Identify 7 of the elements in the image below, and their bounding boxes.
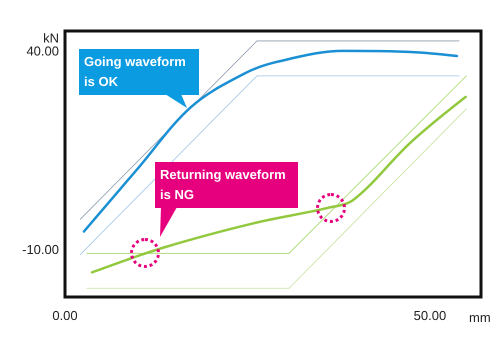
y-tick-label: -10.00 [22, 242, 59, 257]
x-tick-label: 0.00 [52, 308, 78, 323]
x-tick-label: 50.00 [414, 308, 446, 323]
y-axis-title: kN [43, 30, 59, 46]
x-axis-title: mm [469, 310, 491, 325]
y-tick-label: 40.00 [26, 43, 59, 58]
line-series [90, 96, 467, 274]
